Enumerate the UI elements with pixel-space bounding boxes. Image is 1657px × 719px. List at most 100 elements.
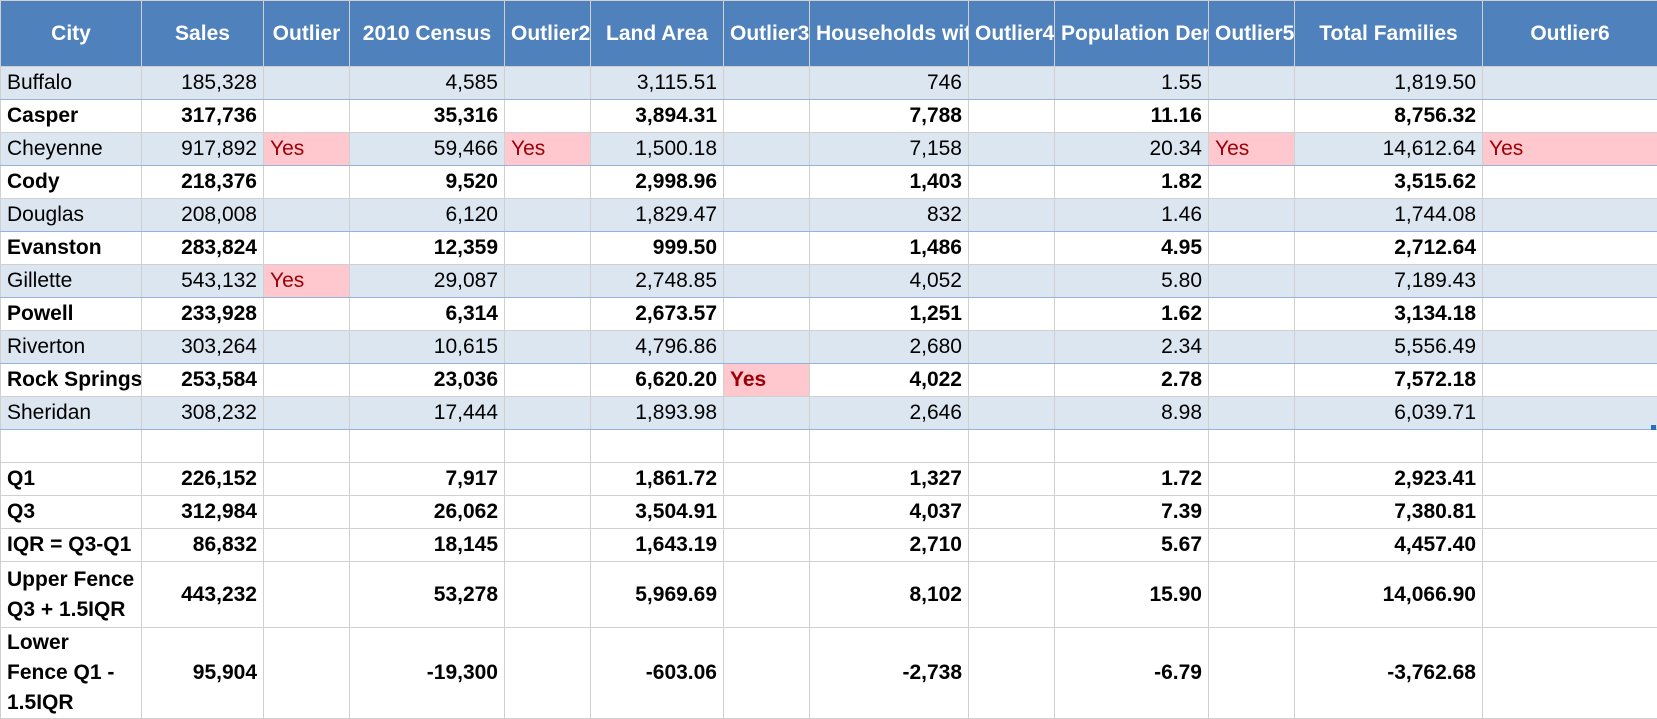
sales-cell[interactable]: 543,132 bbox=[142, 265, 264, 298]
header-households[interactable]: Households with Under 18 bbox=[810, 1, 969, 67]
density-cell[interactable]: 1.46 bbox=[1055, 199, 1209, 232]
outlier2-cell[interactable] bbox=[505, 166, 591, 199]
empty-cell[interactable] bbox=[505, 529, 591, 562]
header-outlier[interactable]: Outlier bbox=[264, 1, 350, 67]
stat-census-cell[interactable]: 7,917 bbox=[350, 463, 505, 496]
header-outlier5[interactable]: Outlier5 bbox=[1209, 1, 1295, 67]
empty-cell[interactable] bbox=[1483, 628, 1657, 719]
stat-sales-cell[interactable]: 443,232 bbox=[142, 562, 264, 628]
empty-cell[interactable] bbox=[969, 463, 1055, 496]
empty-cell[interactable] bbox=[810, 430, 969, 463]
empty-cell[interactable] bbox=[142, 430, 264, 463]
empty-cell[interactable] bbox=[724, 529, 810, 562]
outlier4-cell[interactable] bbox=[969, 133, 1055, 166]
stat-families-cell[interactable]: 2,923.41 bbox=[1295, 463, 1483, 496]
outlier3-cell[interactable] bbox=[724, 331, 810, 364]
empty-cell[interactable] bbox=[264, 529, 350, 562]
outlier5-cell[interactable] bbox=[1209, 265, 1295, 298]
sales-cell[interactable]: 317,736 bbox=[142, 100, 264, 133]
density-cell[interactable]: 5.80 bbox=[1055, 265, 1209, 298]
families-cell[interactable]: 3,134.18 bbox=[1295, 298, 1483, 331]
stat-households-cell[interactable]: -2,738 bbox=[810, 628, 969, 719]
header-city[interactable]: City bbox=[1, 1, 142, 67]
outlier-cell[interactable] bbox=[264, 298, 350, 331]
empty-cell[interactable] bbox=[1209, 463, 1295, 496]
families-cell[interactable]: 6,039.71 bbox=[1295, 397, 1483, 430]
stat-label-cell[interactable]: Q1 bbox=[1, 463, 142, 496]
empty-cell[interactable] bbox=[1483, 430, 1657, 463]
outlier6-cell[interactable] bbox=[1483, 100, 1657, 133]
density-cell[interactable]: 2.34 bbox=[1055, 331, 1209, 364]
land-area-cell[interactable]: 1,893.98 bbox=[591, 397, 724, 430]
outlier4-cell[interactable] bbox=[969, 232, 1055, 265]
empty-cell[interactable] bbox=[1295, 430, 1483, 463]
outlier4-cell[interactable] bbox=[969, 199, 1055, 232]
empty-cell[interactable] bbox=[724, 628, 810, 719]
density-cell[interactable]: 1.62 bbox=[1055, 298, 1209, 331]
density-cell[interactable]: 1.82 bbox=[1055, 166, 1209, 199]
stat-land-cell[interactable]: 3,504.91 bbox=[591, 496, 724, 529]
households-cell[interactable]: 7,788 bbox=[810, 100, 969, 133]
outlier-cell[interactable] bbox=[264, 199, 350, 232]
city-cell[interactable]: Cody bbox=[1, 166, 142, 199]
outlier3-cell[interactable] bbox=[724, 67, 810, 100]
empty-cell[interactable] bbox=[969, 628, 1055, 719]
stat-households-cell[interactable]: 1,327 bbox=[810, 463, 969, 496]
stat-label-cell[interactable]: Upper Fence Q3 + 1.5IQR bbox=[1, 562, 142, 628]
empty-cell[interactable] bbox=[1483, 562, 1657, 628]
empty-cell[interactable] bbox=[969, 529, 1055, 562]
empty-cell[interactable] bbox=[1209, 496, 1295, 529]
empty-cell[interactable] bbox=[724, 496, 810, 529]
sales-cell[interactable]: 303,264 bbox=[142, 331, 264, 364]
city-cell[interactable]: Casper bbox=[1, 100, 142, 133]
density-cell[interactable]: 11.16 bbox=[1055, 100, 1209, 133]
empty-cell[interactable] bbox=[505, 463, 591, 496]
census-cell[interactable]: 4,585 bbox=[350, 67, 505, 100]
header-sales[interactable]: Sales bbox=[142, 1, 264, 67]
city-cell[interactable]: Evanston bbox=[1, 232, 142, 265]
empty-cell[interactable] bbox=[1055, 430, 1209, 463]
stat-families-cell[interactable]: 4,457.40 bbox=[1295, 529, 1483, 562]
families-cell[interactable]: 14,612.64 bbox=[1295, 133, 1483, 166]
census-cell[interactable]: 6,314 bbox=[350, 298, 505, 331]
stat-land-cell[interactable]: 1,861.72 bbox=[591, 463, 724, 496]
density-cell[interactable]: 20.34 bbox=[1055, 133, 1209, 166]
outlier2-cell[interactable] bbox=[505, 364, 591, 397]
outlier6-cell[interactable]: Yes bbox=[1483, 133, 1657, 166]
empty-cell[interactable] bbox=[505, 430, 591, 463]
outlier4-cell[interactable] bbox=[969, 100, 1055, 133]
outlier-cell[interactable]: Yes bbox=[264, 133, 350, 166]
outlier3-cell[interactable] bbox=[724, 199, 810, 232]
outlier3-cell[interactable] bbox=[724, 166, 810, 199]
census-cell[interactable]: 6,120 bbox=[350, 199, 505, 232]
stat-land-cell[interactable]: 5,969.69 bbox=[591, 562, 724, 628]
empty-cell[interactable] bbox=[1209, 562, 1295, 628]
families-cell[interactable]: 8,756.32 bbox=[1295, 100, 1483, 133]
stat-density-cell[interactable]: 7.39 bbox=[1055, 496, 1209, 529]
sales-cell[interactable]: 218,376 bbox=[142, 166, 264, 199]
outlier2-cell[interactable] bbox=[505, 265, 591, 298]
header-total-families[interactable]: Total Families bbox=[1295, 1, 1483, 67]
households-cell[interactable]: 2,646 bbox=[810, 397, 969, 430]
empty-cell[interactable] bbox=[969, 496, 1055, 529]
households-cell[interactable]: 1,251 bbox=[810, 298, 969, 331]
city-cell[interactable]: Powell bbox=[1, 298, 142, 331]
land-area-cell[interactable]: 1,500.18 bbox=[591, 133, 724, 166]
outlier6-cell[interactable] bbox=[1483, 232, 1657, 265]
households-cell[interactable]: 7,158 bbox=[810, 133, 969, 166]
sales-cell[interactable]: 233,928 bbox=[142, 298, 264, 331]
outlier3-cell[interactable] bbox=[724, 298, 810, 331]
sales-cell[interactable]: 917,892 bbox=[142, 133, 264, 166]
empty-cell[interactable] bbox=[591, 430, 724, 463]
outlier6-cell[interactable] bbox=[1483, 298, 1657, 331]
stat-label-cell[interactable]: IQR = Q3-Q1 bbox=[1, 529, 142, 562]
outlier2-cell[interactable] bbox=[505, 397, 591, 430]
families-cell[interactable]: 1,819.50 bbox=[1295, 67, 1483, 100]
land-area-cell[interactable]: 1,829.47 bbox=[591, 199, 724, 232]
outlier3-cell[interactable] bbox=[724, 100, 810, 133]
outlier2-cell[interactable]: Yes bbox=[505, 133, 591, 166]
outlier-cell[interactable] bbox=[264, 166, 350, 199]
outlier4-cell[interactable] bbox=[969, 397, 1055, 430]
stat-sales-cell[interactable]: 226,152 bbox=[142, 463, 264, 496]
density-cell[interactable]: 4.95 bbox=[1055, 232, 1209, 265]
